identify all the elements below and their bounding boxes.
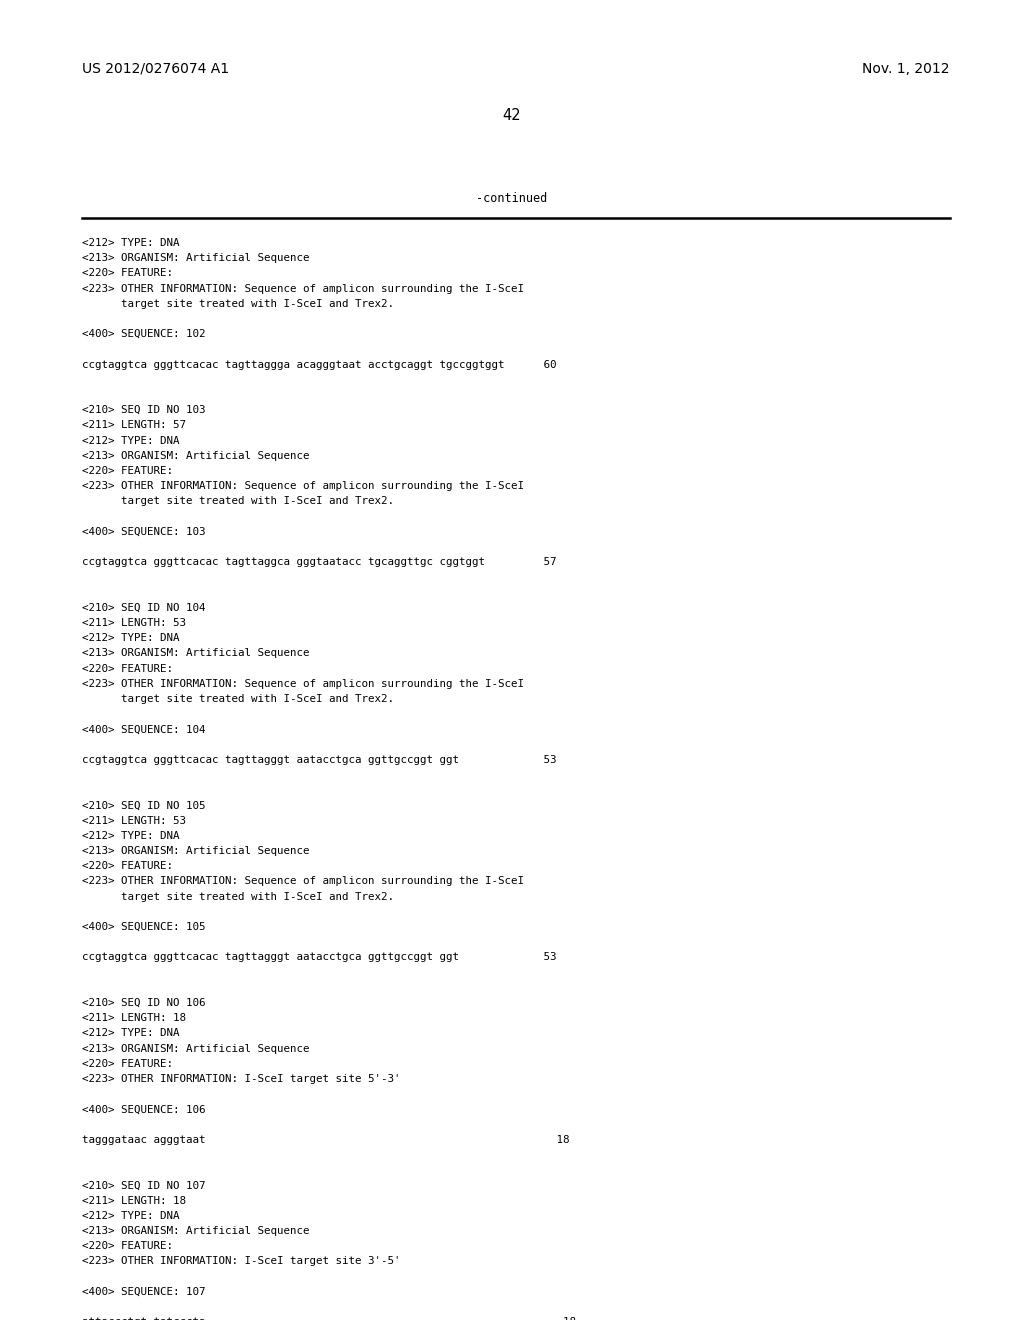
- Text: attaccctgt tatcccta                                                       18: attaccctgt tatcccta 18: [82, 1317, 575, 1320]
- Text: <213> ORGANISM: Artificial Sequence: <213> ORGANISM: Artificial Sequence: [82, 451, 309, 461]
- Text: <210> SEQ ID NO 103: <210> SEQ ID NO 103: [82, 405, 206, 416]
- Text: ccgtaggtca gggttcacac tagttagggt aatacctgca ggttgccggt ggt             53: ccgtaggtca gggttcacac tagttagggt aatacct…: [82, 755, 556, 764]
- Text: ccgtaggtca gggttcacac tagttaggca gggtaatacc tgcaggttgc cggtggt         57: ccgtaggtca gggttcacac tagttaggca gggtaat…: [82, 557, 556, 568]
- Text: target site treated with I-SceI and Trex2.: target site treated with I-SceI and Trex…: [82, 496, 394, 507]
- Text: <213> ORGANISM: Artificial Sequence: <213> ORGANISM: Artificial Sequence: [82, 253, 309, 263]
- Text: ccgtaggtca gggttcacac tagttagggt aatacctgca ggttgccggt ggt             53: ccgtaggtca gggttcacac tagttagggt aatacct…: [82, 953, 556, 962]
- Text: <400> SEQUENCE: 102: <400> SEQUENCE: 102: [82, 329, 206, 339]
- Text: <223> OTHER INFORMATION: Sequence of amplicon surrounding the I-SceI: <223> OTHER INFORMATION: Sequence of amp…: [82, 284, 524, 293]
- Text: <213> ORGANISM: Artificial Sequence: <213> ORGANISM: Artificial Sequence: [82, 648, 309, 659]
- Text: <211> LENGTH: 53: <211> LENGTH: 53: [82, 816, 186, 825]
- Text: <210> SEQ ID NO 106: <210> SEQ ID NO 106: [82, 998, 206, 1008]
- Text: <213> ORGANISM: Artificial Sequence: <213> ORGANISM: Artificial Sequence: [82, 846, 309, 855]
- Text: <211> LENGTH: 57: <211> LENGTH: 57: [82, 420, 186, 430]
- Text: <220> FEATURE:: <220> FEATURE:: [82, 1241, 173, 1251]
- Text: <223> OTHER INFORMATION: Sequence of amplicon surrounding the I-SceI: <223> OTHER INFORMATION: Sequence of amp…: [82, 678, 524, 689]
- Text: <400> SEQUENCE: 103: <400> SEQUENCE: 103: [82, 527, 206, 537]
- Text: tagggataac agggtaat                                                      18: tagggataac agggtaat 18: [82, 1135, 569, 1144]
- Text: <400> SEQUENCE: 106: <400> SEQUENCE: 106: [82, 1105, 206, 1114]
- Text: <213> ORGANISM: Artificial Sequence: <213> ORGANISM: Artificial Sequence: [82, 1226, 309, 1236]
- Text: <212> TYPE: DNA: <212> TYPE: DNA: [82, 1028, 179, 1039]
- Text: <213> ORGANISM: Artificial Sequence: <213> ORGANISM: Artificial Sequence: [82, 1044, 309, 1053]
- Text: Nov. 1, 2012: Nov. 1, 2012: [862, 62, 950, 77]
- Text: <400> SEQUENCE: 107: <400> SEQUENCE: 107: [82, 1287, 206, 1296]
- Text: <223> OTHER INFORMATION: Sequence of amplicon surrounding the I-SceI: <223> OTHER INFORMATION: Sequence of amp…: [82, 482, 524, 491]
- Text: <211> LENGTH: 18: <211> LENGTH: 18: [82, 1196, 186, 1205]
- Text: <223> OTHER INFORMATION: Sequence of amplicon surrounding the I-SceI: <223> OTHER INFORMATION: Sequence of amp…: [82, 876, 524, 887]
- Text: US 2012/0276074 A1: US 2012/0276074 A1: [82, 62, 229, 77]
- Text: target site treated with I-SceI and Trex2.: target site treated with I-SceI and Trex…: [82, 694, 394, 704]
- Text: target site treated with I-SceI and Trex2.: target site treated with I-SceI and Trex…: [82, 298, 394, 309]
- Text: <400> SEQUENCE: 105: <400> SEQUENCE: 105: [82, 921, 206, 932]
- Text: <210> SEQ ID NO 105: <210> SEQ ID NO 105: [82, 800, 206, 810]
- Text: <212> TYPE: DNA: <212> TYPE: DNA: [82, 436, 179, 446]
- Text: 42: 42: [503, 108, 521, 123]
- Text: <212> TYPE: DNA: <212> TYPE: DNA: [82, 238, 179, 248]
- Text: <210> SEQ ID NO 104: <210> SEQ ID NO 104: [82, 603, 206, 612]
- Text: <211> LENGTH: 53: <211> LENGTH: 53: [82, 618, 186, 628]
- Text: <220> FEATURE:: <220> FEATURE:: [82, 466, 173, 477]
- Text: <210> SEQ ID NO 107: <210> SEQ ID NO 107: [82, 1180, 206, 1191]
- Text: <212> TYPE: DNA: <212> TYPE: DNA: [82, 830, 179, 841]
- Text: target site treated with I-SceI and Trex2.: target site treated with I-SceI and Trex…: [82, 891, 394, 902]
- Text: <212> TYPE: DNA: <212> TYPE: DNA: [82, 634, 179, 643]
- Text: <223> OTHER INFORMATION: I-SceI target site 3'-5': <223> OTHER INFORMATION: I-SceI target s…: [82, 1257, 400, 1266]
- Text: <220> FEATURE:: <220> FEATURE:: [82, 664, 173, 673]
- Text: ccgtaggtca gggttcacac tagttaggga acagggtaat acctgcaggt tgccggtggt      60: ccgtaggtca gggttcacac tagttaggga acagggt…: [82, 359, 556, 370]
- Text: <211> LENGTH: 18: <211> LENGTH: 18: [82, 1014, 186, 1023]
- Text: <220> FEATURE:: <220> FEATURE:: [82, 1059, 173, 1069]
- Text: <223> OTHER INFORMATION: I-SceI target site 5'-3': <223> OTHER INFORMATION: I-SceI target s…: [82, 1074, 400, 1084]
- Text: -continued: -continued: [476, 191, 548, 205]
- Text: <220> FEATURE:: <220> FEATURE:: [82, 268, 173, 279]
- Text: <212> TYPE: DNA: <212> TYPE: DNA: [82, 1210, 179, 1221]
- Text: <220> FEATURE:: <220> FEATURE:: [82, 861, 173, 871]
- Text: <400> SEQUENCE: 104: <400> SEQUENCE: 104: [82, 725, 206, 734]
